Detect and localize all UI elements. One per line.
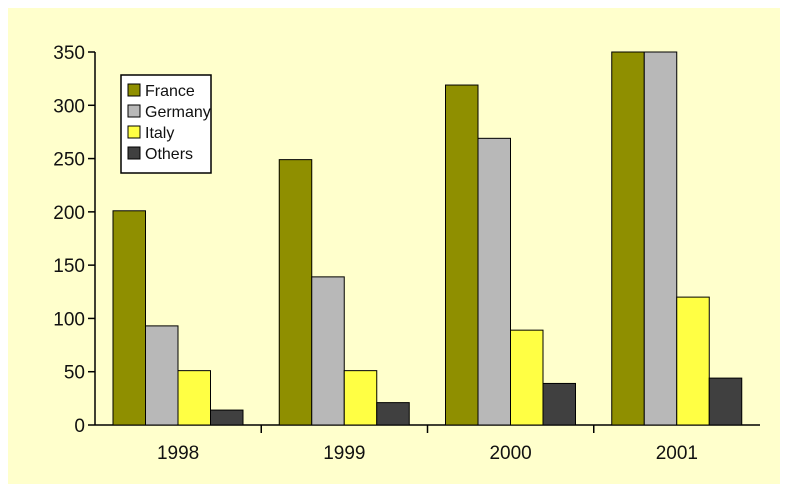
bar-france-1999 xyxy=(278,159,313,426)
bars xyxy=(112,51,743,426)
y-tick-label: 250 xyxy=(53,150,85,171)
bar-others-1998 xyxy=(210,409,244,426)
x-tick-label: 1999 xyxy=(323,443,365,464)
bar-italy-1999 xyxy=(343,370,378,426)
y-tick-label: 150 xyxy=(53,256,85,277)
legend-swatch-france xyxy=(127,83,141,97)
legend-swatch-germany xyxy=(127,104,141,118)
bar-france-1998 xyxy=(112,210,146,426)
y-axis: 0 50 100 150 200 250 300 350 xyxy=(53,43,96,437)
legend-label-germany: Germany xyxy=(145,104,211,121)
legend-swatch-others xyxy=(127,146,141,160)
bar-germany-2001 xyxy=(643,51,678,426)
y-tick-label: 350 xyxy=(53,43,85,64)
y-tick-label: 100 xyxy=(53,309,85,330)
x-tick-label: 2000 xyxy=(489,443,531,464)
legend: France Germany Italy Others xyxy=(120,74,212,174)
legend-swatch-italy xyxy=(127,125,141,139)
x-tick-label: 1998 xyxy=(157,443,199,464)
legend-label-italy: Italy xyxy=(145,125,174,142)
bar-italy-2001 xyxy=(676,296,710,426)
bar-germany-1998 xyxy=(145,325,179,426)
bar-others-2000 xyxy=(542,382,576,426)
bar-others-1999 xyxy=(376,402,410,426)
bar-germany-2000 xyxy=(477,137,511,426)
bar-others-2001 xyxy=(708,377,743,426)
y-tick-label: 200 xyxy=(53,203,85,224)
y-tick-label: 300 xyxy=(53,96,85,117)
bar-france-2001 xyxy=(611,51,645,426)
y-tick-label: 50 xyxy=(64,363,85,384)
legend-label-france: France xyxy=(145,83,195,100)
bar-italy-2000 xyxy=(510,329,544,426)
bar-germany-1999 xyxy=(311,276,345,426)
y-tick-label: 0 xyxy=(74,416,85,437)
legend-label-others: Others xyxy=(145,146,193,163)
bar-italy-1998 xyxy=(177,370,211,426)
x-axis: 1998 1999 2000 2001 xyxy=(95,424,760,464)
x-tick-label: 2001 xyxy=(656,443,698,464)
bar-france-2000 xyxy=(445,84,479,426)
